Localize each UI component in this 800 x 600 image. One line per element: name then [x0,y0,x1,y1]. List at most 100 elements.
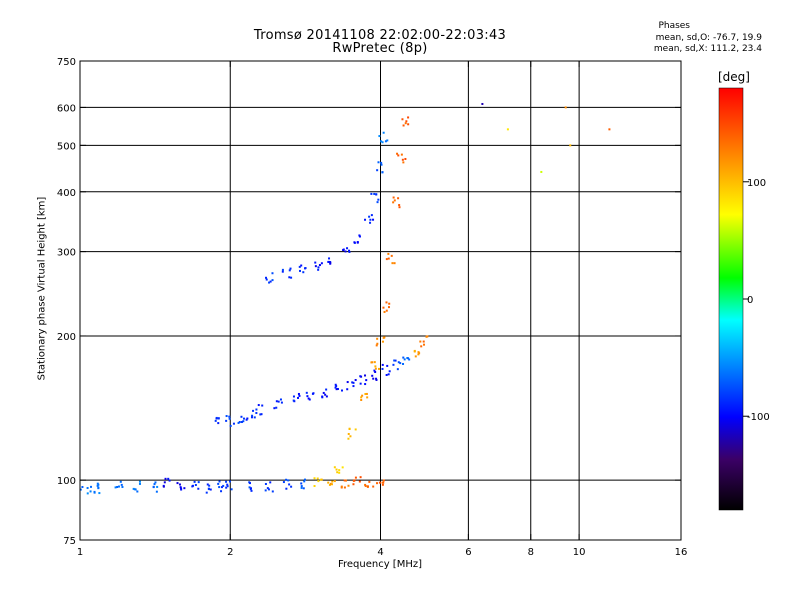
scatter-point [364,383,367,386]
scatter-point [393,262,396,265]
scatter-point [358,234,361,237]
x-tick-label: 8 [528,547,534,558]
scatter-point [328,257,331,260]
scatter-point [132,487,135,490]
scatter-point [481,102,484,105]
scatter-point [352,385,355,388]
scatter-point [335,468,338,471]
scatter-point [348,249,351,252]
scatter-point [217,417,220,420]
scatter-point [329,482,332,485]
scatter-point [413,349,416,352]
x-tick-label: 1 [77,547,83,558]
scatter-point [325,388,328,391]
scatter-point [375,344,378,347]
colorbar-tick-label: 100 [747,178,766,189]
scatter-point [298,394,301,397]
scatter-point [322,391,325,394]
scatter-point [341,466,344,469]
scatter-point [90,485,93,488]
scatter-point [250,416,253,419]
scatter-point [152,485,155,488]
scatter-point [275,406,278,409]
scatter-point [351,381,354,384]
y-tick-label: 200 [57,332,76,343]
scatter-point [300,485,303,488]
y-tick-label: 750 [57,57,76,68]
scatter-point [167,477,170,480]
scatter-point [397,154,400,157]
scatter-point [260,413,263,416]
scatter-point [329,261,332,264]
scatter-point [285,487,288,490]
grid-lines [80,61,681,540]
scatter-point [392,363,395,366]
scatter-point [320,478,323,481]
scatter-point [249,487,252,490]
axis-ticks: 1 2 4 6 8 10 16 75 100 200 300 400 500 600 750 [57,57,687,558]
scatter-point [404,122,407,125]
scatter-point [308,398,311,401]
scatter-point [381,141,384,144]
scatter-point [197,481,200,484]
scatter-point [168,479,171,482]
scatter-point [250,489,253,492]
scatter-point [314,261,317,264]
scatter-point [193,480,196,483]
scatter-point [155,490,158,493]
scatter-point [267,488,270,491]
scatter-point [407,357,410,360]
scatter-point [178,483,181,486]
scatter-point [136,490,139,493]
x-tick-label: 10 [573,547,586,558]
scatter-point [217,482,220,485]
scatter-point [220,486,223,489]
scatter-point [93,490,96,493]
scatter-point [380,163,383,166]
scatter-point [407,116,410,119]
scatter-point [347,437,350,440]
scatter-point [325,395,328,398]
scatter-point [331,480,334,483]
scatter-point [269,280,272,283]
scatter-point [388,302,391,305]
scatter-point [378,367,381,370]
scatter-point [237,421,240,424]
scatter-point [261,404,264,407]
scatter-point [255,412,258,415]
colorbar-ticks: 100 0 -100 [743,178,770,423]
scatter-point [253,416,256,419]
scatter-point [392,196,395,199]
scatter-point [377,161,380,164]
scatter-point [251,414,254,417]
scatter-point [347,484,350,487]
scatter-point [381,481,384,484]
scatter-point [414,355,417,358]
scatter-point [302,487,305,490]
x-tick-label: 4 [377,547,383,558]
scatter-point [153,483,156,486]
scatter-point [333,466,336,469]
scatter-point [307,397,310,400]
scatter-point [226,483,229,486]
scatter-point [282,481,285,484]
scatter-point [382,306,385,309]
scatter-point [217,422,220,425]
y-tick-label: 75 [63,536,76,547]
scatter-point [255,408,258,411]
scatter-point [401,158,404,161]
scatter-point [281,270,284,273]
scatter-point [390,254,393,257]
scatter-point [371,374,374,377]
scatter-point [218,486,221,489]
scatter-point [336,471,339,474]
scatter-point [180,488,183,491]
scatter-point [426,335,429,338]
scatter-point [370,361,373,364]
scatter-point [321,396,324,399]
scatter-point [397,197,400,200]
scatter-point [288,483,291,486]
scatter-point [218,480,221,483]
scatter-point [271,279,274,282]
scatter-point [364,483,367,486]
